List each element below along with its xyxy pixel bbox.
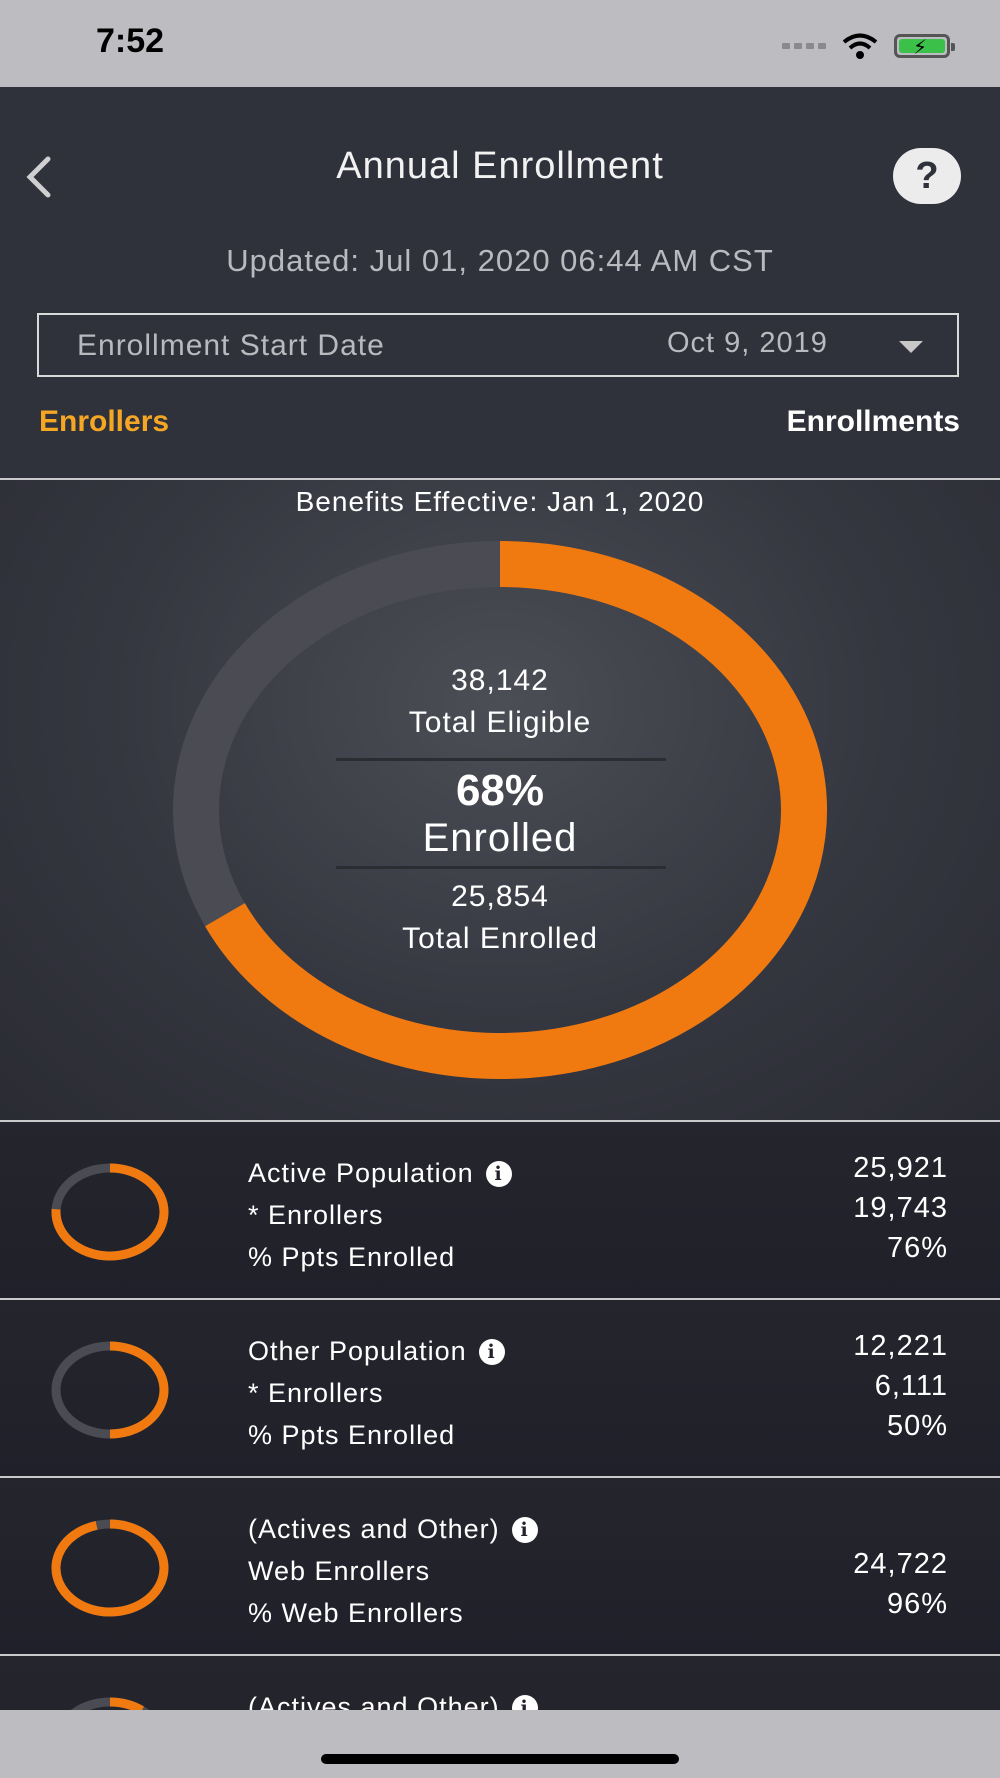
row-label: * Enrollers (248, 1378, 384, 1408)
row-label: % Web Enrollers (248, 1598, 464, 1628)
back-button[interactable] (14, 147, 64, 207)
list-item[interactable]: (Actives and Other) i (0, 1654, 1000, 1710)
signal-icon (782, 43, 826, 49)
row-value: 50% (886, 1410, 948, 1442)
row-value: 6,111 (874, 1370, 948, 1402)
total-enrolled-value: 25,854 (451, 880, 549, 913)
list-item[interactable]: Other Population i * Enrollers % Ppts Enr… (0, 1298, 1000, 1478)
info-icon[interactable]: i (478, 1339, 505, 1365)
population-list: Active Population i * Enrollers % Ppts En… (0, 1120, 1000, 1710)
row-label: % Ppts Enrolled (248, 1420, 456, 1450)
enrollment-start-date-select[interactable]: Enrollment Start Date Oct 9, 2019 (37, 313, 959, 377)
row-value: 76% (886, 1232, 948, 1264)
divider (0, 478, 1000, 480)
ring-arc (51, 1519, 169, 1617)
row-value: 25,921 (853, 1152, 948, 1184)
home-indicator-area (0, 1710, 1000, 1778)
battery-icon: ⚡ (894, 34, 955, 59)
wifi-icon (842, 33, 878, 59)
row-title: (Actives and Other) (248, 1514, 500, 1544)
list-item[interactable]: Active Population i * Enrollers % Ppts En… (0, 1120, 1000, 1300)
row-title: Other Population (248, 1336, 467, 1366)
enrollment-donut-chart (173, 541, 827, 1079)
tab-enrollers[interactable]: Enrollers (39, 405, 170, 438)
info-icon[interactable]: i (511, 1517, 538, 1543)
page-title: Annual Enrollment (336, 145, 664, 187)
total-eligible-value: 38,142 (451, 664, 549, 697)
ring-arc (109, 1697, 145, 1710)
date-select-value: Oct 9, 2019 (667, 327, 828, 359)
population-ring-icon (51, 1163, 169, 1261)
row-value: 12,221 (853, 1330, 948, 1362)
row-title: (Actives and Other) (248, 1692, 500, 1710)
row-value: 24,722 (853, 1548, 948, 1580)
enrollment-summary: Benefits Effective: Jan 1, 2020 38,142 T… (0, 480, 1000, 1120)
ring-arc (109, 1341, 169, 1439)
enrolled-percent: 68% (455, 766, 545, 815)
header: Annual Enrollment ? Updated: Jul 01, 202… (0, 87, 1000, 480)
benefits-effective: Benefits Effective: Jan 1, 2020 (295, 486, 705, 517)
info-icon[interactable]: i (511, 1695, 538, 1710)
total-enrolled-label: Total Enrolled (402, 922, 598, 955)
info-icon[interactable]: i (485, 1161, 512, 1187)
divider (336, 866, 666, 869)
tab-enrollments[interactable]: Enrollments (786, 405, 960, 438)
total-eligible-label: Total Eligible (408, 706, 592, 739)
row-label: Web Enrollers (248, 1556, 431, 1586)
status-bar: 7:52 ⚡ (0, 0, 1000, 87)
list-item[interactable]: (Actives and Other) i Web Enrollers % Web… (0, 1476, 1000, 1656)
population-ring-icon (51, 1519, 169, 1617)
row-label: % Ppts Enrolled (248, 1242, 456, 1272)
ring-arc (51, 1163, 169, 1261)
enrolled-percent-label: Enrolled (422, 816, 578, 860)
row-title: Active Population (248, 1158, 474, 1188)
status-icons: ⚡ (782, 28, 955, 64)
donut-enrolled-arc (205, 541, 827, 1079)
date-select-label: Enrollment Start Date (77, 329, 385, 362)
help-button[interactable]: ? (893, 148, 961, 204)
home-indicator[interactable] (321, 1754, 679, 1764)
chevron-down-icon (899, 341, 923, 353)
updated-timestamp: Updated: Jul 01, 2020 06:44 AM CST (226, 243, 774, 278)
row-value: 19,743 (853, 1192, 948, 1224)
row-value: 96% (886, 1588, 948, 1620)
status-time: 7:52 (96, 22, 165, 60)
population-ring-icon (70, 1697, 150, 1710)
row-label: * Enrollers (248, 1200, 384, 1230)
divider (336, 758, 666, 761)
population-ring-icon (51, 1341, 169, 1439)
